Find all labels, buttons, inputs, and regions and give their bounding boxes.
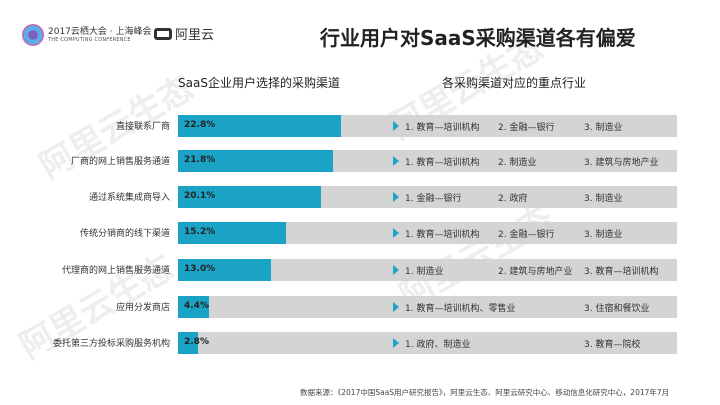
value-label: 2.8% [184,337,209,347]
conference-name: 2017云栖大会 · 上海峰会 [48,27,152,37]
industry-item: 2. 建筑与房地产业 [498,267,573,277]
industry-item: 3. 住宿和餐饮业 [584,304,650,314]
industry-item: 1. 金融—银行 [405,194,462,204]
chart-row: 厂商的网上销售服务通道 21.8% 1. 教育—培训机构 2. 制造业 3. 建筑与… [0,150,720,172]
chart-row: 通过系统集成商导入 20.1% 1. 金融—银行 2. 政府 3. 制造业 [0,186,720,208]
industry-item: 3. 制造业 [584,123,623,133]
bar [178,332,198,354]
bar [178,296,210,318]
industry-item: 1. 教育—培训机构 [405,158,480,168]
triangle-bullet-icon [393,121,399,131]
bar [178,150,334,172]
bar-track [178,259,677,281]
value-label: 4.4% [184,301,209,311]
triangle-bullet-icon [393,265,399,275]
industry-item: 3. 教育—院校 [584,340,641,350]
triangle-bullet-icon [393,228,399,238]
chart-row: 代理商的网上销售服务通道 13.0% 1. 制造业 2. 建筑与房地产业 3. 教育… [0,259,720,281]
bar-track [178,296,677,318]
value-label: 13.0% [184,264,216,274]
bar [178,259,271,281]
chart-title: SaaS企业用户选择的采购渠道 [178,76,340,90]
category-label: 应用分发商店 [115,303,170,313]
industry-item: 2. 制造业 [498,158,537,168]
brand-logo: 阿里云 [154,24,214,43]
industry-item: 1. 教育—培训机构 [405,230,480,240]
industry-item: 3. 教育—培训机构 [584,267,659,277]
industry-item: 1. 教育—培训机构 [405,123,480,133]
industry-item: 3. 制造业 [584,230,623,240]
industry-item: 2. 金融—银行 [498,123,555,133]
chart-row: 应用分发商店 4.4% 1. 教育—培训机构、零售业 3. 住宿和餐饮业 [0,296,720,318]
value-label: 21.8% [184,155,216,165]
triangle-bullet-icon [393,192,399,202]
industry-item: 2. 政府 [498,194,528,204]
page-title: 行业用户对SaaS采购渠道各有偏爱 [320,26,636,50]
chart-row: 传统分销商的线下渠道 15.2% 1. 教育—培训机构 2. 金融—银行 3. 制造… [0,222,720,244]
bar-track [178,222,677,244]
category-label: 直接联系厂商 [115,122,170,132]
industries-title: 各采购渠道对应的重点行业 [442,76,587,90]
category-label: 传统分销商的线下渠道 [79,229,170,239]
value-label: 20.1% [184,191,216,201]
data-source: 数据来源：《2017中国SaaS用户研究报告》，阿里云生态、阿里云研究中心、移动… [300,388,670,397]
category-label: 委托第三方投标采购服务机构 [52,339,170,349]
triangle-bullet-icon [393,338,399,348]
conference-logo: 2017云栖大会 · 上海峰会 THE COMPUTING CONFERENCE [22,24,152,46]
industry-item: 3. 制造业 [584,194,623,204]
category-label: 厂商的网上销售服务通道 [70,157,170,167]
bar [178,222,287,244]
triangle-bullet-icon [393,302,399,312]
industry-item: 1. 制造业 [405,267,444,277]
value-label: 22.8% [184,120,216,130]
chart-row: 直接联系厂商 22.8% 1. 教育—培训机构 2. 金融—银行 3. 制造业 [0,115,720,137]
bar [178,115,341,137]
triangle-bullet-icon [393,156,399,166]
industry-item: 2. 金融—银行 [498,230,555,240]
aliyun-logo-icon [154,27,172,40]
category-label: 代理商的网上销售服务通道 [61,266,170,276]
conference-subtitle: THE COMPUTING CONFERENCE [48,37,131,43]
industry-item: 1. 教育—培训机构、零售业 [405,304,516,314]
industry-item: 1. 政府、制造业 [405,340,471,350]
brand-name: 阿里云 [175,28,215,43]
industry-item: 3. 建筑与房地产业 [584,158,659,168]
value-label: 15.2% [184,227,216,237]
bar [178,186,322,208]
bar-track [178,332,677,354]
chart-row: 委托第三方投标采购服务机构 2.8% 1. 政府、制造业 3. 教育—院校 [0,332,720,354]
conference-logo-icon [22,24,44,46]
category-label: 通过系统集成商导入 [88,193,170,203]
